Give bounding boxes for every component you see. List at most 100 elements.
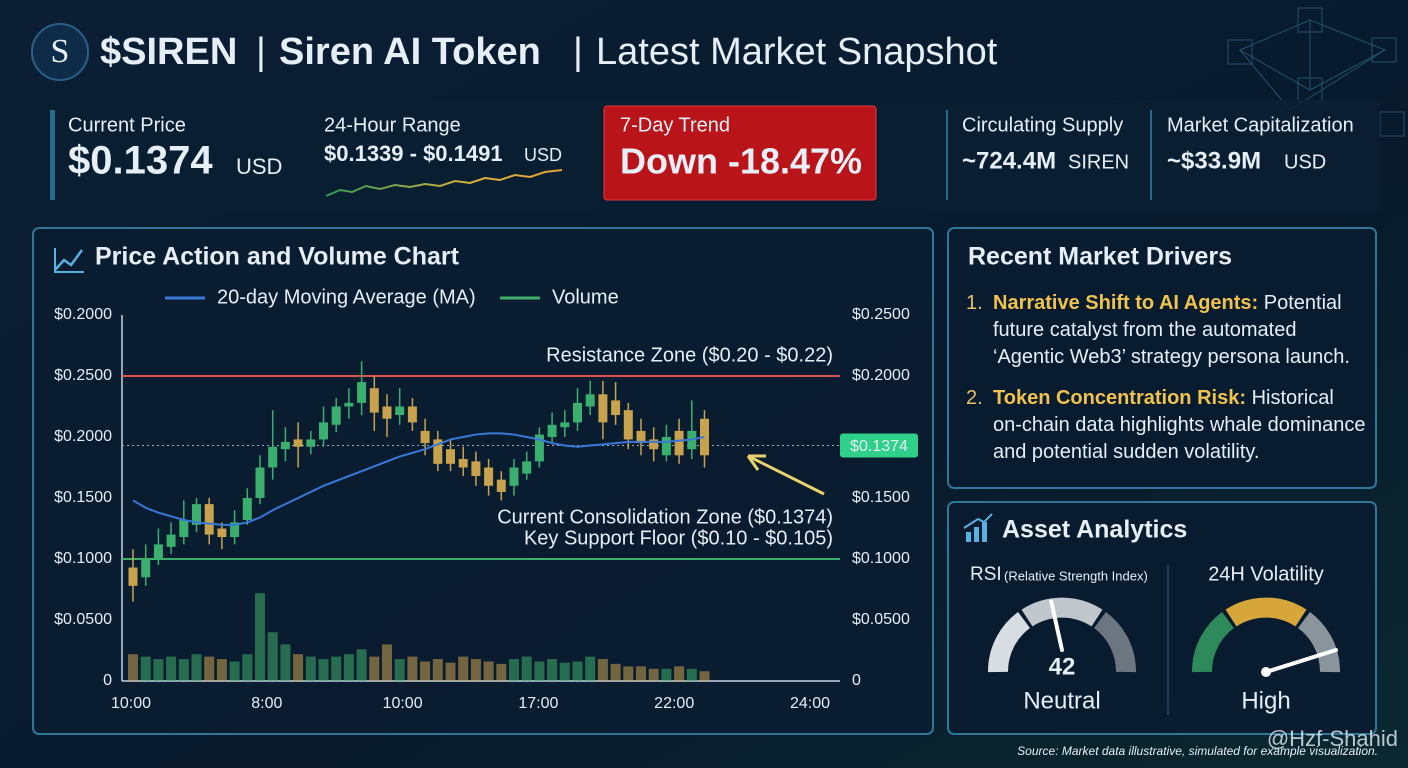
divider	[50, 110, 55, 200]
volume-bar	[293, 654, 304, 681]
volume-bar	[559, 662, 570, 681]
volume-bar	[585, 656, 596, 681]
candle-body	[420, 430, 430, 444]
logo-circle	[31, 23, 89, 81]
driver-heading: Token Concentration Risk:	[993, 387, 1246, 409]
stat-unit: SIREN	[1068, 151, 1129, 173]
volume-bar	[153, 659, 164, 681]
stat-label: 7-Day Trend	[620, 114, 730, 136]
rsi-gauge	[987, 597, 1137, 673]
y2-tick-label: 0	[852, 672, 861, 689]
volume-bar	[191, 654, 202, 681]
y-tick-label: $0.1500	[54, 489, 112, 506]
volume-bar	[356, 649, 367, 681]
x-tick-label: 22:00	[654, 695, 694, 712]
needle-hub	[1261, 667, 1271, 677]
volatility-gauge	[1191, 597, 1341, 673]
volume-bar	[521, 656, 532, 681]
drivers-list: 1. Narrative Shift to AI Agents: Potentia…	[966, 290, 1366, 480]
candle-body	[636, 430, 646, 444]
driver-body: Token Concentration Risk: Historical on-…	[993, 385, 1366, 466]
y-tick-label: $0.0500	[54, 611, 112, 628]
trend-box	[603, 105, 877, 201]
stat-label: Circulating Supply	[962, 114, 1123, 136]
ticker: $SIREN	[100, 31, 237, 73]
x-tick-label: 17:00	[518, 695, 558, 712]
y2-tick-label: $0.2000	[852, 367, 910, 384]
volume-bar	[636, 666, 646, 681]
volume-bar	[343, 654, 354, 681]
separator: |	[256, 31, 266, 73]
candle-body	[649, 439, 659, 450]
candle-body	[547, 424, 557, 437]
volume-bar	[407, 656, 418, 681]
y-tick-label: $0.2500	[54, 367, 112, 384]
volume-bar	[597, 659, 608, 681]
stat-value: ~724.4M	[962, 147, 1056, 174]
volume-bar	[610, 663, 621, 681]
candle-body	[192, 504, 201, 525]
candle-body	[598, 394, 608, 423]
candle-body	[179, 519, 189, 538]
ma-line	[132, 432, 705, 526]
candle-body	[230, 522, 240, 538]
candle-body	[674, 430, 684, 456]
volatility-status: High	[1241, 687, 1290, 714]
candle-body	[268, 446, 278, 468]
candle-body	[534, 434, 544, 462]
rsi-sublabel: (Relative Strength Index)	[1004, 568, 1148, 583]
candle-body	[446, 449, 455, 464]
subtitle: Latest Market Snapshot	[596, 31, 998, 73]
volume-bar	[394, 659, 405, 681]
volatility-needle	[1264, 648, 1338, 674]
annotation-arrow	[746, 454, 825, 496]
candle-body	[369, 388, 379, 413]
stat-value: $0.1339 - $0.1491	[324, 141, 503, 166]
rsi-value: 42	[1049, 653, 1076, 680]
driver-items: 1. Narrative Shift to AI Agents: Potentia…	[966, 290, 1366, 466]
stat-label: Market Capitalization	[1167, 114, 1354, 136]
plot: $0.2000 $0.2500 $0.2000 $0.1500 $0.1000 $0.05…	[54, 286, 918, 712]
y-tick-label: $0.1000	[54, 550, 112, 567]
stat-label: Current Price	[68, 114, 186, 136]
candle-body	[319, 422, 328, 440]
legend-label: 20-day Moving Average (MA)	[217, 286, 476, 308]
candle-body	[661, 437, 671, 456]
candle-body	[255, 467, 265, 498]
driver-item: 1. Narrative Shift to AI Agents: Potentia…	[966, 290, 1366, 371]
volume-bar	[572, 661, 583, 681]
candle-body	[573, 402, 582, 423]
driver-heading: Narrative Shift to AI Agents:	[993, 292, 1259, 314]
volume-bar	[623, 666, 634, 681]
source-note: Source: Market data illustrative, simula…	[1017, 744, 1378, 758]
volume-bar	[496, 663, 507, 681]
token-name: Siren AI Token	[279, 31, 541, 73]
current-label: $0.1374	[850, 438, 908, 455]
volume-bar	[509, 659, 519, 681]
candle-body	[623, 410, 633, 440]
stat-unit: USD	[1284, 151, 1326, 173]
watermark: @Hzf-Shahid	[1267, 726, 1398, 751]
analytics-title: Asset Analytics	[1002, 516, 1187, 544]
rsi-label: RSI	[970, 564, 1002, 585]
driver-body: Narrative Shift to AI Agents: Potential …	[993, 290, 1366, 371]
drivers-title: Recent Market Drivers	[968, 243, 1232, 271]
candle-body	[128, 567, 138, 586]
divider	[1150, 110, 1152, 200]
volume-bar	[229, 661, 240, 681]
candle-body	[433, 439, 443, 464]
volume-bar	[674, 666, 685, 681]
x-tick-label: 10:00	[383, 695, 423, 712]
stat-value: ~$33.9M	[1167, 147, 1261, 174]
volume-bar	[470, 659, 481, 681]
y-tick-label: 0	[103, 672, 112, 689]
driver-item: 2. Token Concentration Risk: Historical o…	[966, 385, 1366, 466]
volume-bar	[382, 644, 392, 681]
y2-tick-label: $0.1000	[852, 550, 910, 567]
driver-text: Historical on-chain data highlights whal…	[993, 387, 1366, 463]
candle-body	[560, 422, 570, 428]
drivers-panel	[947, 227, 1377, 489]
x-tick-label: 8:00	[251, 695, 282, 712]
